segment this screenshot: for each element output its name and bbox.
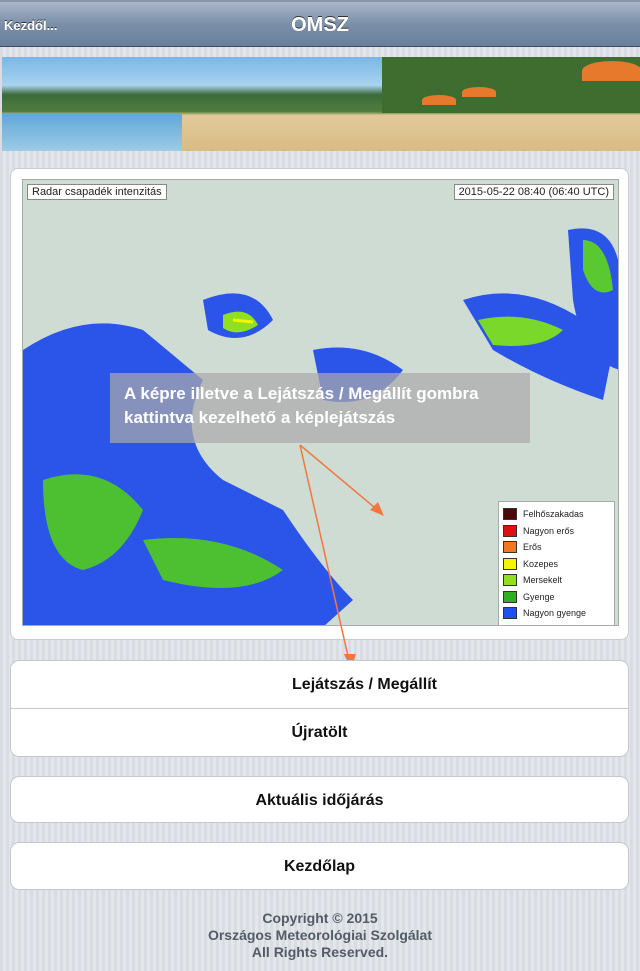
legend-swatch [503,607,517,620]
current-weather-button[interactable]: Aktuális időjárás [10,776,629,823]
header-bar: Kezdől... OMSZ [0,0,640,47]
radar-map[interactable]: Radar csapadék intenzitás 2015-05-22 08:… [22,179,619,626]
playback-button-group: Lejátszás / Megállít Újratölt [10,660,629,757]
legend-label: Nagyon erős [523,525,575,536]
radar-precipitation-overlay [23,228,618,625]
instruction-annotation: A képre illetve a Lejátszás / Megállít g… [110,373,530,443]
organization-name: Országos Meteorológiai Szolgálat [207,927,433,943]
legend-label: Gyenge [523,591,555,602]
legend-swatch [503,574,517,587]
legend-swatch [503,541,517,554]
radar-card: Radar csapadék intenzitás 2015-05-22 08:… [10,168,629,640]
footer: Copyright © 2015 Országos Meteorológiai … [0,910,640,961]
beach-banner-image [2,57,640,151]
back-button[interactable]: Kezdől... [4,18,58,33]
legend-swatch [503,557,517,570]
home-button[interactable]: Kezdőlap [10,842,629,890]
rights-notice: All Rights Reserved. [251,944,389,960]
legend-item: Mersekelt [503,572,610,589]
legend-item: Nagyon erős [503,523,610,540]
copyright: Copyright © 2015 [262,910,378,926]
legend-label: Felhőszakadas [523,509,584,520]
radar-legend: Felhőszakadas Nagyon erős Erős Kozepes M… [498,501,615,625]
legend-label: Kozepes [523,558,559,569]
radar-map-title: Radar csapadék intenzitás [27,184,167,200]
legend-item: Felhőszakadas [503,506,610,523]
legend-swatch [503,508,517,521]
legend-item: Nagyon gyenge [503,605,610,622]
legend-item: Gyenge [503,589,610,606]
legend-item: Kozepes [503,556,610,573]
legend-label: Nagyon gyenge [523,608,587,619]
page-title: OMSZ [291,14,349,36]
reload-button[interactable]: Újratölt [291,724,348,741]
legend-label: Erős [523,542,542,553]
legend-swatch [503,524,517,537]
legend-item: Erős [503,539,610,556]
radar-timestamp: 2015-05-22 08:40 (06:40 UTC) [453,184,614,200]
play-stop-button[interactable]: Lejátszás / Megállít [11,661,628,709]
legend-swatch [503,590,517,603]
legend-label: Mersekelt [523,575,563,586]
